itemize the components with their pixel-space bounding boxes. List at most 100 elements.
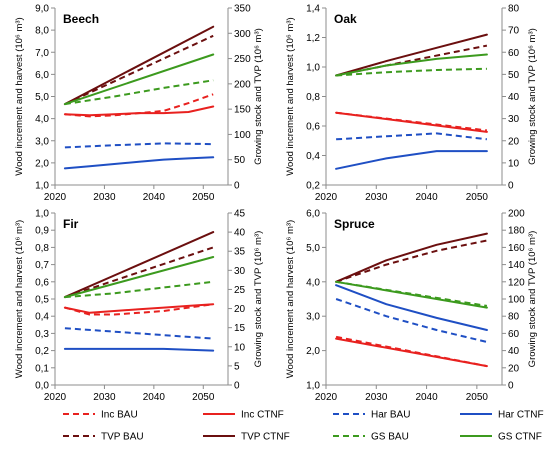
legend-label-inc-bau: Inc BAU — [101, 410, 138, 421]
right-tick-label: 25 — [234, 285, 246, 296]
right-tick-label: 160 — [508, 243, 525, 254]
right-tick-label: 0 — [234, 381, 240, 392]
right-tick-label: 10 — [234, 342, 246, 353]
series-line-gs-ctnf — [335, 53, 488, 77]
right-tick-label: 140 — [508, 260, 525, 271]
left-tick-label: 5,0 — [306, 243, 320, 254]
right-tick-label: 180 — [508, 226, 525, 237]
right-tick-label: 20 — [234, 304, 246, 315]
left-tick-label: 0,2 — [306, 181, 320, 192]
right-tick-label: 200 — [234, 79, 251, 90]
series-line-gs-ctnf — [63, 53, 215, 106]
y-axis-title-right: Growing stock and TVP (10⁶ m³) — [527, 28, 538, 165]
right-tick-label: 100 — [234, 130, 251, 141]
x-tick-label: 2030 — [93, 392, 116, 403]
series-line-har-ctnf — [335, 284, 488, 331]
x-tick-label: 2050 — [192, 392, 215, 403]
x-tick-label: 2050 — [466, 392, 489, 403]
series-line-inc-bau — [64, 303, 214, 316]
right-tick-label: 20 — [508, 363, 520, 374]
panel-title: Spruce — [334, 217, 375, 231]
left-tick-label: 0,0 — [35, 381, 49, 392]
left-tick-label: 1,0 — [306, 63, 320, 74]
right-tick-label: 200 — [508, 209, 525, 220]
chart-panels: 1,02,03,04,05,06,07,08,09,00501001502002… — [14, 4, 538, 404]
right-tick-label: 15 — [234, 323, 246, 334]
series-line-tvp-ctnf — [335, 232, 488, 283]
right-tick-label: 5 — [234, 361, 240, 372]
x-tick-label: 2020 — [315, 392, 338, 403]
panel-oak: 0,20,40,60,81,01,21,40102030405060708020… — [285, 4, 538, 204]
left-tick-label: 0,5 — [35, 295, 49, 306]
panel-spruce: 1,02,03,04,05,06,00204060801001201401601… — [285, 209, 538, 404]
left-tick-label: 0,3 — [35, 329, 49, 340]
series-line-inc-ctnf — [63, 303, 215, 314]
left-tick-label: 0,2 — [35, 346, 49, 357]
series-line-tvp-ctnf — [63, 231, 215, 299]
left-tick-label: 0,4 — [306, 151, 320, 162]
right-tick-label: 150 — [234, 105, 251, 116]
legend: Inc BAU Inc CTNF Har BAU Har CTNF TVP BAU TVP… — [63, 410, 544, 443]
y-axis-title-right: Growing stock and TVP (10⁶ m³) — [253, 231, 264, 368]
series-line-inc-ctnf — [63, 105, 215, 117]
right-tick-label: 350 — [234, 4, 251, 15]
right-tick-label: 10 — [508, 158, 520, 169]
x-tick-label: 2020 — [44, 192, 67, 203]
series-line-inc-ctnf — [335, 111, 488, 133]
y-axis-title-left: Wood increment and harvest (10⁶ m³) — [285, 220, 296, 378]
series-line-inc-ctnf — [335, 337, 488, 368]
left-tick-label: 1,2 — [306, 33, 320, 44]
series-line-har-ctnf — [63, 347, 215, 352]
left-tick-label: 4,0 — [306, 277, 320, 288]
left-tick-label: 2,0 — [306, 346, 320, 357]
left-tick-label: 1,0 — [35, 181, 49, 192]
y-axis-title-left: Wood increment and harvest (10⁶ m³) — [285, 17, 296, 175]
x-tick-label: 2050 — [466, 192, 489, 203]
left-tick-label: 3,0 — [306, 312, 320, 323]
series-line-gs-bau — [64, 280, 214, 299]
y-axis-title-left: Wood increment and harvest (10⁶ m³) — [14, 220, 25, 378]
series-line-tvp-bau — [335, 239, 488, 283]
panel-title: Fir — [63, 217, 79, 231]
left-tick-label: 1,0 — [306, 381, 320, 392]
legend-label-har-bau: Har BAU — [371, 410, 410, 421]
series-line-tvp-ctnf — [335, 33, 488, 77]
right-tick-label: 100 — [508, 295, 525, 306]
series-line-har-ctnf — [63, 156, 215, 170]
panel-fir: 0,0 0,1 0,2 0,3 0,4 0,5 0,6 0,7 0,8 0,9 1,0 0 5 10 15 2… — [14, 209, 264, 404]
series-line-gs-ctnf — [63, 256, 215, 299]
left-tick-label: 2,0 — [35, 158, 49, 169]
x-tick-label: 2040 — [415, 392, 438, 403]
left-tick-label: 5,0 — [35, 92, 49, 103]
x-tick-label: 2040 — [143, 392, 166, 403]
series-line-gs-ctnf — [335, 280, 488, 309]
legend-label-gs-bau: GS BAU — [371, 432, 409, 443]
left-tick-label: 9,0 — [35, 4, 49, 15]
x-tick-label: 2020 — [315, 192, 338, 203]
right-tick-label: 0 — [508, 381, 514, 392]
x-tick-label: 2020 — [44, 392, 67, 403]
left-tick-label: 0,6 — [35, 277, 49, 288]
legend-label-tvp-bau: TVP BAU — [101, 432, 144, 443]
y-axis-title-left: Wood increment and harvest (10⁶ m³) — [14, 17, 25, 175]
right-tick-label: 50 — [508, 70, 520, 81]
series-line-har-bau — [336, 132, 488, 141]
x-tick-label: 2050 — [192, 192, 215, 203]
legend-label-inc-ctnf: Inc CTNF — [241, 410, 284, 421]
panel-title: Oak — [334, 12, 357, 26]
left-tick-label: 8,0 — [35, 26, 49, 37]
right-tick-label: 0 — [508, 181, 514, 192]
panel-title: Beech — [63, 12, 99, 26]
left-tick-label: 0,1 — [35, 363, 49, 374]
series-line-gs-bau — [336, 67, 487, 77]
left-tick-label: 0,4 — [35, 312, 49, 323]
right-tick-label: 80 — [508, 4, 520, 15]
series-line-tvp-bau — [64, 34, 214, 106]
right-tick-label: 80 — [508, 312, 520, 323]
right-tick-label: 70 — [508, 26, 520, 37]
right-tick-label: 50 — [234, 155, 246, 166]
left-tick-label: 0,9 — [35, 226, 49, 237]
right-tick-label: 30 — [234, 266, 246, 277]
series-line-har-bau — [64, 327, 214, 340]
left-tick-label: 0,7 — [35, 260, 49, 271]
